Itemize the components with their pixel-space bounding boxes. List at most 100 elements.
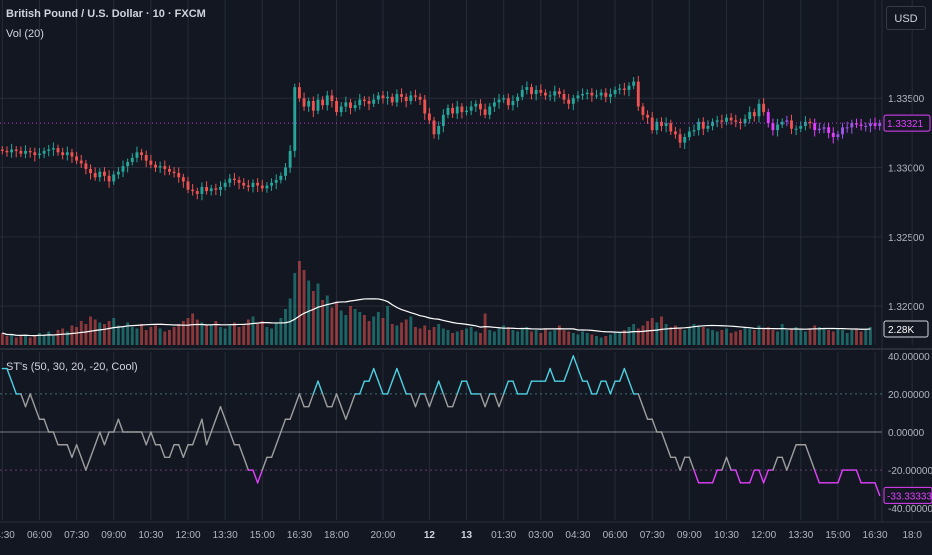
time-axis-tick: 20:00 xyxy=(370,530,395,541)
candle-body xyxy=(664,123,668,126)
volume-bar xyxy=(265,327,269,345)
volume-bar xyxy=(451,333,455,345)
candle-body xyxy=(599,92,603,96)
candle-body xyxy=(790,120,793,129)
oscillator-segment xyxy=(762,469,769,484)
time-axis-tick: 13:30 xyxy=(213,530,238,541)
volume-bar xyxy=(725,328,728,345)
oscillator-segment xyxy=(349,393,356,408)
volume-bar xyxy=(372,316,376,345)
candle-body xyxy=(414,95,417,97)
candle-body xyxy=(200,186,204,194)
volume-bar xyxy=(557,325,561,345)
candle-body xyxy=(38,153,41,156)
candle-body xyxy=(650,117,654,131)
oscillator-segment xyxy=(396,367,403,382)
oscillator-segment xyxy=(159,444,166,459)
candle-body xyxy=(5,150,9,153)
currency-button[interactable]: USD xyxy=(886,6,926,30)
candle-body xyxy=(0,149,4,151)
oscillator-segment xyxy=(94,431,101,446)
candle-body xyxy=(344,102,348,107)
oscillator-segment xyxy=(275,431,282,446)
volume-bar xyxy=(827,330,831,345)
volume-bar xyxy=(479,333,482,345)
candle-body xyxy=(10,149,14,153)
volume-bar xyxy=(488,330,492,345)
volume-bar xyxy=(548,331,552,345)
oscillator-segment xyxy=(308,393,315,408)
candle-body xyxy=(446,107,450,115)
candle-body xyxy=(590,92,594,96)
volume-bar xyxy=(302,270,306,345)
candle-body xyxy=(803,121,807,126)
volume-bar xyxy=(650,318,654,345)
candle-body xyxy=(214,188,218,190)
volume-bar xyxy=(595,336,598,345)
candle-body xyxy=(195,191,199,194)
volume-bar xyxy=(525,327,529,345)
candle-body xyxy=(553,91,557,96)
candle-body xyxy=(808,121,812,124)
volume-bar xyxy=(307,280,311,345)
volume-bar xyxy=(404,319,408,345)
volume-bar xyxy=(42,334,46,345)
oscillator-segment xyxy=(781,456,788,471)
price-axis-tick: 1.33000 xyxy=(888,164,925,175)
volume-bar xyxy=(850,330,854,345)
oscillator-axis-tick: 0.00000 xyxy=(888,428,925,439)
oscillator-segment xyxy=(679,456,686,471)
volume-bar xyxy=(135,328,139,345)
candle-body xyxy=(256,182,260,186)
oscillator-segment xyxy=(693,469,700,484)
candle-body xyxy=(386,96,390,99)
oscillator-segment xyxy=(424,393,431,408)
candle-body xyxy=(576,95,580,99)
candle-body xyxy=(581,94,585,96)
volume-bar xyxy=(251,316,255,345)
oscillator-segment xyxy=(85,456,92,471)
volume-bar xyxy=(813,325,817,345)
volume-bar xyxy=(701,327,705,345)
candle-body xyxy=(33,152,37,156)
candle-body xyxy=(158,166,162,168)
oscillator-segment xyxy=(178,444,185,459)
volume-bar xyxy=(808,328,812,345)
candle-body xyxy=(655,121,659,131)
candle-body xyxy=(520,89,524,97)
candle-body xyxy=(149,160,153,165)
oscillator-segment xyxy=(261,456,268,471)
candle-body xyxy=(562,94,566,100)
candle-body xyxy=(242,182,246,186)
volume-bar xyxy=(98,322,102,345)
oscillator-segment xyxy=(71,444,78,459)
candle-body xyxy=(738,121,742,124)
volume-bar xyxy=(177,324,181,345)
time-axis-tick: 13 xyxy=(461,530,473,541)
volume-bar xyxy=(465,328,468,345)
candle-body xyxy=(669,123,673,132)
volume-bar xyxy=(590,334,594,345)
time-axis-tick: 15:00 xyxy=(250,530,275,541)
candle-body xyxy=(251,182,255,187)
volume-bar xyxy=(24,334,27,345)
volume-bar xyxy=(390,324,394,345)
candle-body xyxy=(841,127,844,135)
time-axis-tick: 15:00 xyxy=(825,530,850,541)
oscillator-segment xyxy=(34,405,41,420)
volume-bar xyxy=(845,333,849,345)
candle-body xyxy=(126,162,130,167)
volume-bar xyxy=(381,318,385,345)
volume-bar xyxy=(706,328,710,345)
volume-bar xyxy=(711,330,715,345)
price-axis-tick: 1.33500 xyxy=(888,94,925,105)
oscillator-segment xyxy=(145,431,152,446)
oscillator-segment xyxy=(637,393,644,408)
candle-body xyxy=(144,155,148,161)
candle-body xyxy=(209,188,213,192)
volume-bar xyxy=(260,321,264,345)
volume-bar xyxy=(720,330,724,345)
candle-body xyxy=(785,120,789,122)
volume-bar xyxy=(311,291,315,345)
volume-bar xyxy=(130,327,134,345)
